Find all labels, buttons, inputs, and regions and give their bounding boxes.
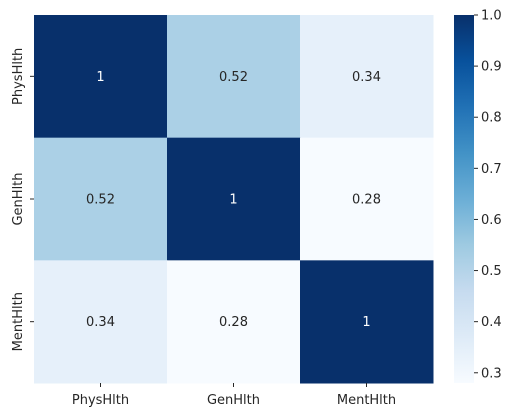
heatmap-cell bbox=[34, 15, 168, 139]
heatmap-cell bbox=[34, 137, 168, 261]
heatmap-cell-labels: 1 0.52 0.34 0.52 1 0.28 0.34 0.28 1 bbox=[86, 70, 381, 330]
cell-value-label: 0.28 bbox=[219, 315, 248, 330]
cell-value-label: 1 bbox=[229, 193, 237, 208]
colorbar-tick-label: 0.4 bbox=[481, 315, 502, 330]
colorbar-tick-label: 0.5 bbox=[481, 264, 502, 279]
cell-value-label: 1 bbox=[362, 315, 370, 330]
heatmap-cell bbox=[167, 260, 301, 384]
heatmap-cell bbox=[300, 137, 434, 261]
cell-value-label: 0.34 bbox=[86, 315, 115, 330]
cell-value-label: 0.52 bbox=[86, 193, 115, 208]
heatmap-cell bbox=[167, 15, 301, 139]
cell-value-label: 0.34 bbox=[352, 70, 381, 85]
colorbar-tick-label: 0.8 bbox=[481, 111, 502, 126]
colorbar: 0.3 0.4 0.5 0.6 0.7 0.8 0.9 1.0 bbox=[454, 9, 502, 383]
colorbar-tick-label: 1.0 bbox=[481, 9, 502, 24]
heatmap-cell bbox=[167, 137, 301, 261]
cell-value-label: 0.28 bbox=[352, 193, 381, 208]
colorbar-tick-label: 0.7 bbox=[481, 162, 502, 177]
x-tick-label: PhysHlth bbox=[72, 393, 129, 408]
heatmap-cell bbox=[34, 260, 168, 384]
y-axis: PhysHlth GenHlth MentHlth bbox=[11, 48, 34, 351]
cell-value-label: 0.52 bbox=[219, 70, 248, 85]
x-tick-label: GenHlth bbox=[207, 393, 260, 408]
colorbar-gradient bbox=[454, 15, 474, 383]
heatmap-cell bbox=[300, 15, 434, 139]
colorbar-tick-label: 0.9 bbox=[481, 60, 502, 75]
x-tick-label: MentHlth bbox=[337, 393, 396, 408]
x-axis: PhysHlth GenHlth MentHlth bbox=[72, 383, 396, 408]
y-tick-label: PhysHlth bbox=[11, 48, 26, 105]
colorbar-tick-label: 0.6 bbox=[481, 213, 502, 228]
y-tick-label: GenHlth bbox=[11, 172, 26, 225]
y-tick-label: MentHlth bbox=[11, 292, 26, 351]
cell-value-label: 1 bbox=[96, 70, 104, 85]
colorbar-tick-label: 0.3 bbox=[481, 366, 502, 381]
heatmap-cell bbox=[300, 260, 434, 384]
heatmap-cells bbox=[34, 15, 434, 384]
